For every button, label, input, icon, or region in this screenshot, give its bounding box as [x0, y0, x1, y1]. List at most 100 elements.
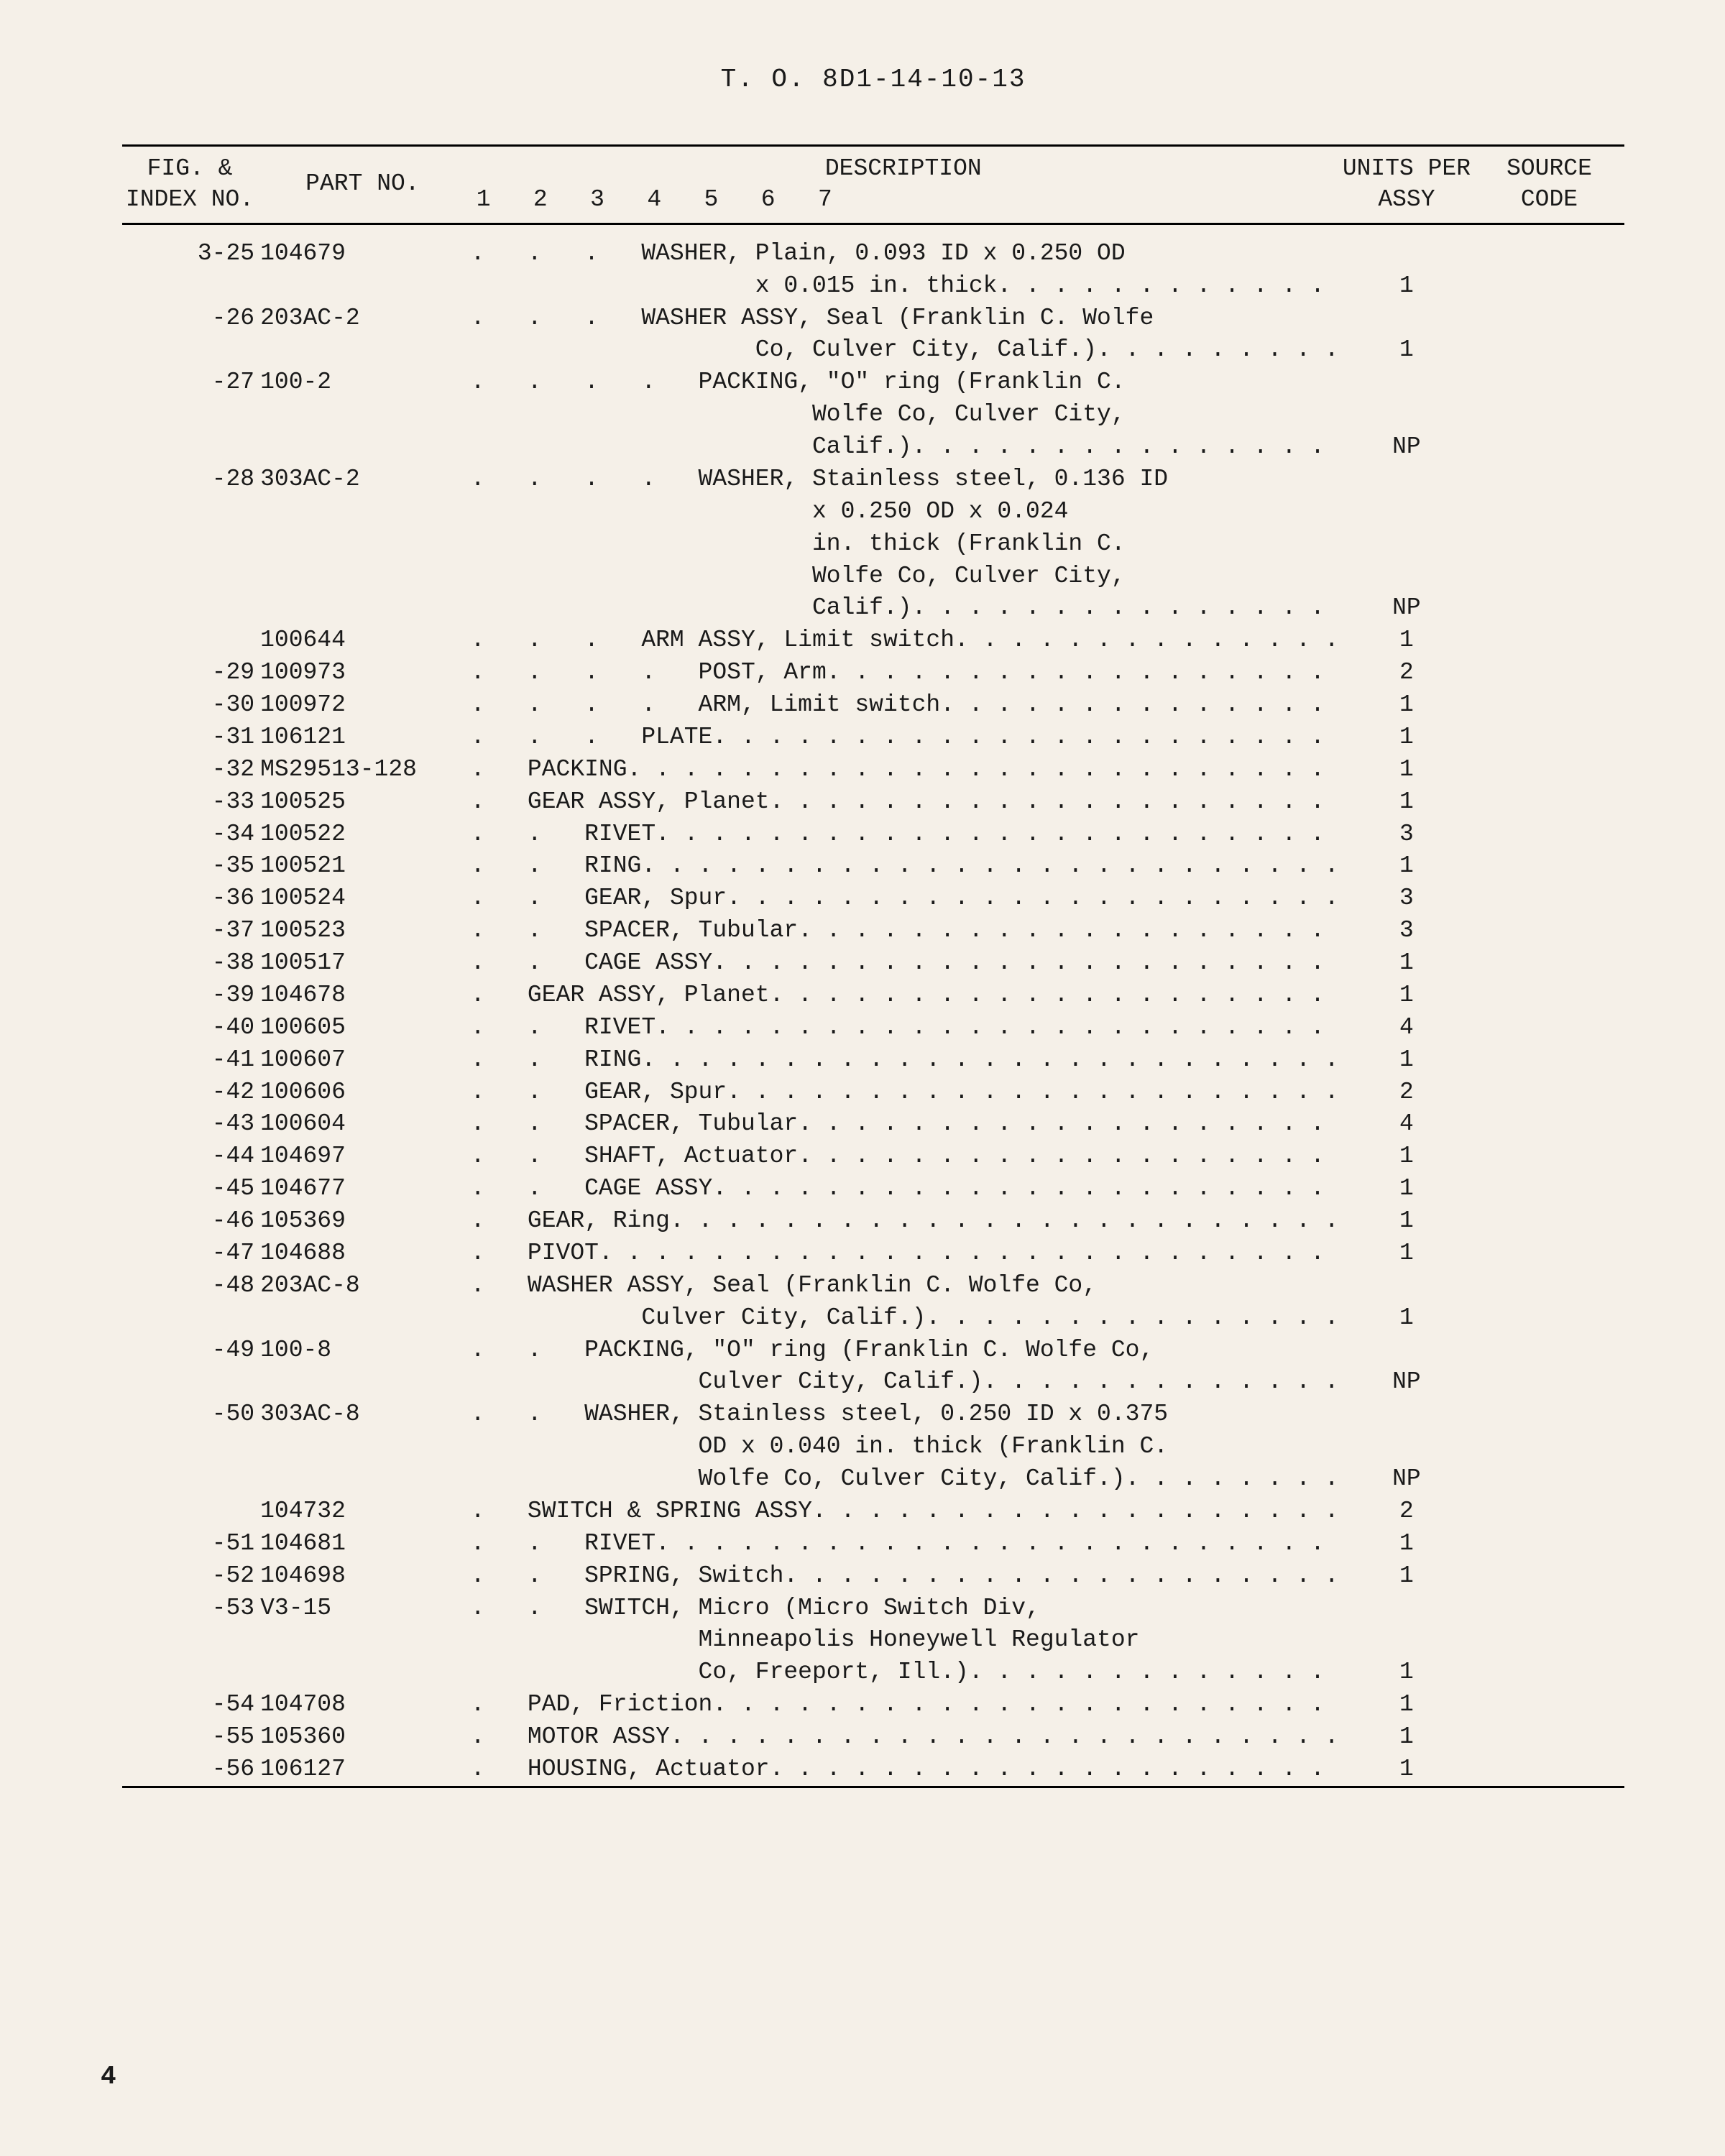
cell-units: 1: [1339, 625, 1474, 657]
cell-source: [1474, 224, 1624, 270]
hdr-units-text: UNITS PER ASSY: [1343, 155, 1471, 213]
leader-dots: [670, 1721, 1336, 1754]
indent-dots: . .: [471, 1077, 584, 1109]
cell-index: -53: [122, 1593, 257, 1625]
cell-part: 104688: [257, 1238, 468, 1270]
cell-source: [1474, 1657, 1624, 1689]
indent-dots: [471, 1624, 699, 1657]
cell-units: [1339, 496, 1474, 528]
cell-description: . . SPACER, Tubular: [468, 1108, 1339, 1141]
cell-index: [122, 1366, 257, 1399]
cell-part: 104678: [257, 980, 468, 1012]
cell-index: [122, 270, 257, 303]
hdr-index-text: FIG. & INDEX NO.: [126, 155, 254, 213]
description-text: ARM ASSY, Limit switch: [641, 625, 954, 657]
table-row: -50303AC-8. . WASHER, Stainless steel, 0…: [122, 1399, 1624, 1431]
table-row: Wolfe Co, Culver City,: [122, 561, 1624, 593]
leader-dots: [641, 850, 1336, 883]
cell-index: -56: [122, 1754, 257, 1787]
leader-dots: [969, 1657, 1336, 1689]
leader-dots: [912, 431, 1336, 464]
table-row: x 0.015 in. thick1: [122, 270, 1624, 303]
cell-units: [1339, 399, 1474, 431]
table-row: -29100973. . . . POST, Arm2: [122, 657, 1624, 689]
leader-dots: [770, 1754, 1336, 1786]
cell-part: 100972: [257, 689, 468, 722]
cell-part: 100517: [257, 947, 468, 980]
leader-dots: [926, 1302, 1335, 1335]
table-row: -27100-2. . . . PACKING, "O" ring (Frank…: [122, 367, 1624, 399]
indent-dots: . .: [471, 883, 584, 915]
indent-dots: . .: [471, 1593, 584, 1625]
indent-dots: . .: [471, 819, 584, 851]
description-text: SPACER, Tubular: [584, 915, 798, 947]
cell-index: -51: [122, 1528, 257, 1560]
cell-description: . . SPRING, Switch: [468, 1560, 1339, 1593]
cell-source: [1474, 722, 1624, 754]
table-row: -41100607. . RING1: [122, 1044, 1624, 1077]
indent-dots: [471, 528, 812, 561]
cell-description: . . RIVET: [468, 1012, 1339, 1044]
cell-source: [1474, 464, 1624, 496]
description-text: Culver City, Calif.): [699, 1366, 983, 1399]
cell-source: [1474, 561, 1624, 593]
cell-part: 104677: [257, 1173, 468, 1205]
description-text: WASHER, Plain, 0.093 ID x 0.250 OD: [641, 238, 1125, 270]
indent-dots: .: [471, 1689, 528, 1721]
cell-index: -44: [122, 1141, 257, 1173]
indent-dots: [471, 431, 812, 464]
indent-dots: . .: [471, 1141, 584, 1173]
description-text: GEAR, Spur: [584, 883, 727, 915]
cell-index: -34: [122, 819, 257, 851]
cell-part: 106127: [257, 1754, 468, 1787]
cell-source: [1474, 754, 1624, 786]
cell-part: 104679: [257, 224, 468, 270]
cell-source: [1474, 334, 1624, 367]
cell-description: . . RIVET: [468, 1528, 1339, 1560]
cell-description: Calif.): [468, 592, 1339, 625]
table-row: -33100525. GEAR ASSY, Planet1: [122, 786, 1624, 819]
cell-units: [1339, 1270, 1474, 1302]
cell-units: 1: [1339, 1721, 1474, 1754]
cell-part: 105369: [257, 1205, 468, 1238]
cell-description: . . . . POST, Arm: [468, 657, 1339, 689]
description-text: WASHER ASSY, Seal (Franklin C. Wolfe: [641, 303, 1154, 335]
cell-description: . PAD, Friction: [468, 1689, 1339, 1721]
description-text: WASHER, Stainless steel, 0.136 ID: [699, 464, 1169, 496]
table-row: -30100972. . . . ARM, Limit switch1: [122, 689, 1624, 722]
cell-index: -46: [122, 1205, 257, 1238]
cell-description: . . . PLATE: [468, 722, 1339, 754]
table-row: Calif.)NP: [122, 592, 1624, 625]
cell-source: [1474, 689, 1624, 722]
cell-units: 1: [1339, 1173, 1474, 1205]
cell-part: 104698: [257, 1560, 468, 1593]
description-text: CAGE ASSY: [584, 947, 712, 980]
table-row: -37100523. . SPACER, Tubular3: [122, 915, 1624, 947]
hdr-source: SOURCE CODE: [1474, 146, 1624, 224]
cell-units: 1: [1339, 1205, 1474, 1238]
cell-source: [1474, 1624, 1624, 1657]
indent-dots: .: [471, 1496, 528, 1528]
table-row: -48203AC-8. WASHER ASSY, Seal (Franklin …: [122, 1270, 1624, 1302]
leader-dots: [712, 1173, 1336, 1205]
indent-dots: . .: [471, 915, 584, 947]
cell-index: [122, 1496, 257, 1528]
indent-dots: [471, 1302, 642, 1335]
cell-index: -50: [122, 1399, 257, 1431]
cell-index: -54: [122, 1689, 257, 1721]
cell-part: 100521: [257, 850, 468, 883]
indent-dots: [471, 334, 755, 367]
table-row: -53V3-15. . SWITCH, Micro (Micro Switch …: [122, 1593, 1624, 1625]
table-row: 100644. . . ARM ASSY, Limit switch1: [122, 625, 1624, 657]
table-row: -38100517. . CAGE ASSY1: [122, 947, 1624, 980]
cell-index: [122, 561, 257, 593]
cell-description: . GEAR, Ring: [468, 1205, 1339, 1238]
table-row: -40100605. . RIVET4: [122, 1012, 1624, 1044]
table-row: Wolfe Co, Culver City,: [122, 399, 1624, 431]
cell-part: 100525: [257, 786, 468, 819]
cell-source: [1474, 1205, 1624, 1238]
indent-dots: [471, 1366, 699, 1399]
cell-source: [1474, 657, 1624, 689]
indent-dots: . .: [471, 850, 584, 883]
hdr-part: PART NO.: [257, 146, 468, 224]
